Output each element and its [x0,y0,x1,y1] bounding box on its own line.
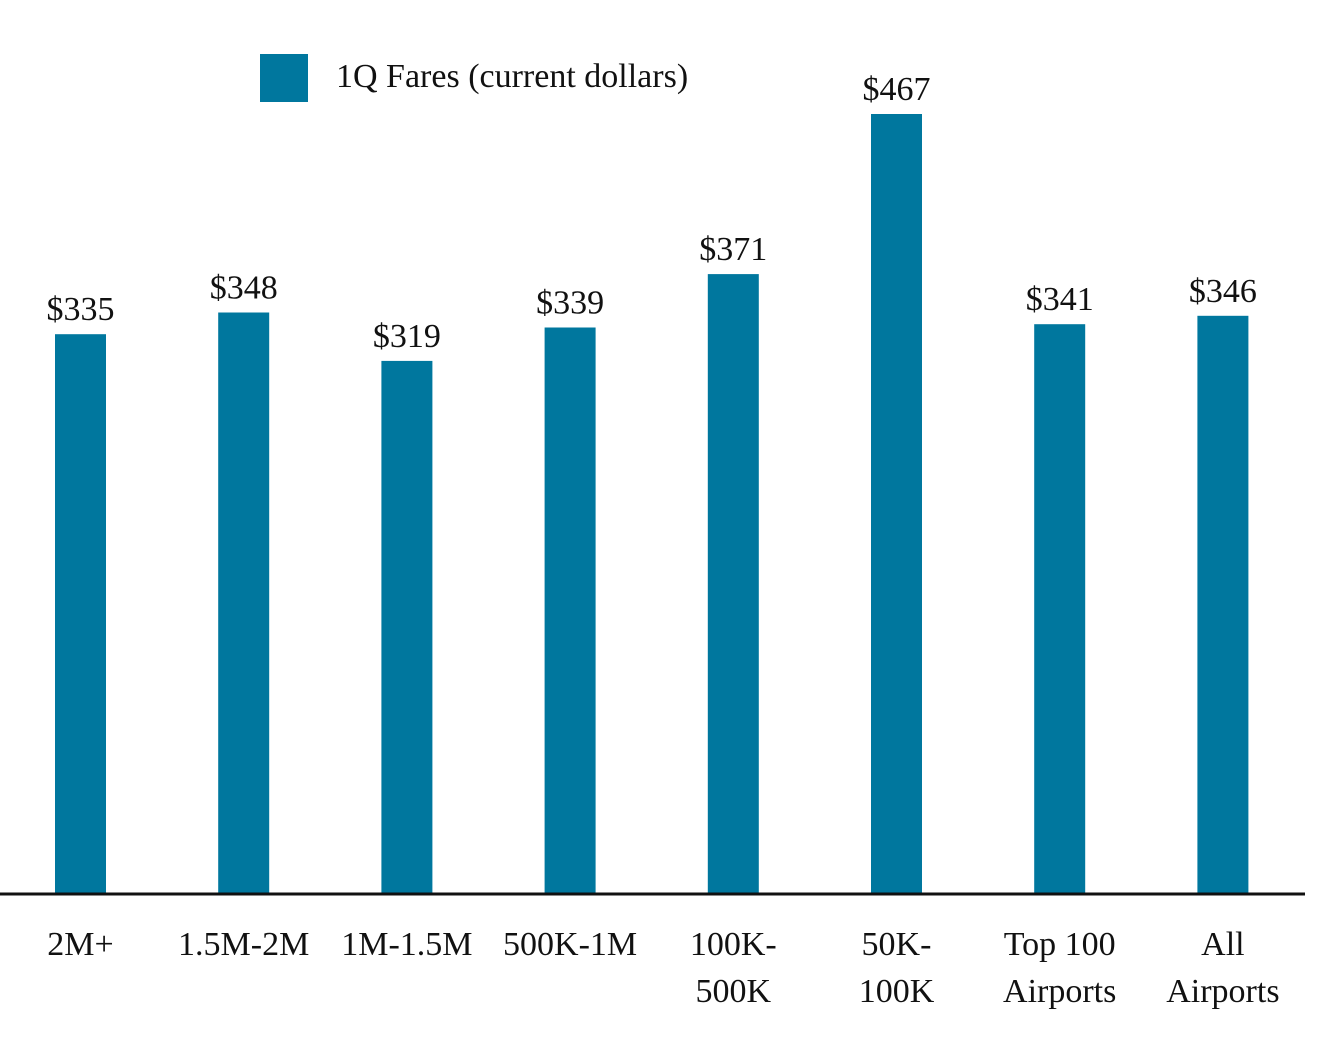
x-tick-label: 1M-1.5M [341,926,472,963]
bar [544,327,596,893]
bars-group [55,114,1249,894]
bar [871,114,922,893]
x-tick-label-line: 500K [696,973,772,1010]
x-tick-label-line: 1M-1.5M [341,926,472,963]
x-tick-labels-group: 2M+ 1.5M-2M 1M-1.5M 500K-1M 100K- 500K 50K- 100… [47,926,1279,1010]
value-labels-group: $335 $348 $319 $339 $371 $467 $341 $346 [47,71,1257,355]
bar-value-label: $339 [536,285,604,322]
x-tick-label: All Airports [1166,926,1279,1010]
x-tick-label-line: 500K-1M [503,926,637,963]
bar [1034,324,1086,893]
x-tick-label: 100K- 500K [690,926,777,1010]
bar-value-label: $371 [699,231,767,268]
bar [1197,315,1249,893]
x-tick-label-line: 50K- [862,926,932,963]
x-tick-label-line: 2M+ [47,926,113,963]
bar-value-label: $335 [47,291,115,328]
x-tick-label: 1.5M-2M [178,926,309,963]
legend-label: 1Q Fares (current dollars) [336,58,688,95]
x-tick-label: 2M+ [47,926,113,963]
bar [707,274,759,894]
x-tick-label-line: Top 100 [1004,926,1116,963]
x-tick-label-line: Airports [1003,973,1116,1010]
legend: 1Q Fares (current dollars) [260,54,688,102]
x-tick-label-line: 100K [859,973,935,1010]
bar-value-label: $348 [210,270,278,307]
x-tick-label: Top 100 Airports [1003,926,1116,1010]
x-tick-label-line: 1.5M-2M [178,926,309,963]
x-tick-label-line: Airports [1166,973,1279,1010]
bar [381,360,433,893]
bar [218,312,270,893]
x-tick-label: 50K- 100K [859,926,935,1010]
bar-value-label: $341 [1026,281,1094,318]
bar-value-label: $319 [373,318,441,355]
bar-value-label: $467 [863,71,931,108]
x-tick-label: 500K-1M [503,926,637,963]
bar [55,334,106,893]
x-tick-label-line: 100K- [690,926,777,963]
x-tick-label-line: All [1201,926,1244,963]
legend-swatch [260,54,308,102]
bar-value-label: $346 [1189,273,1257,310]
